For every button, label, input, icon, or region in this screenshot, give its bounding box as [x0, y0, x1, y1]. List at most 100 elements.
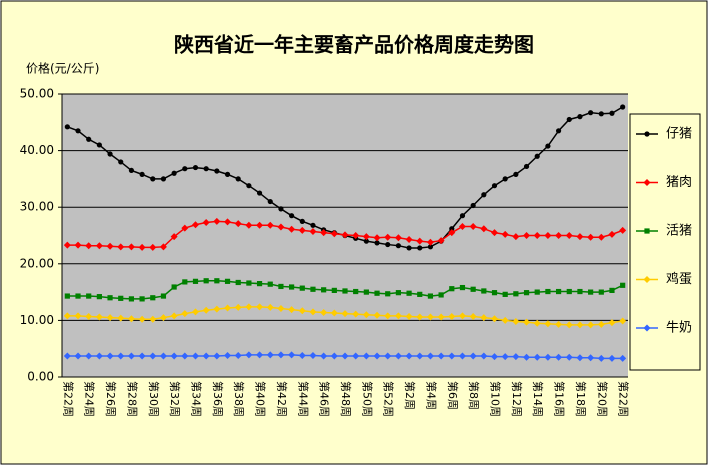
marker: [246, 280, 252, 286]
marker: [619, 226, 627, 234]
marker: [299, 285, 305, 291]
marker: [352, 232, 360, 239]
marker: [469, 352, 477, 360]
marker: [149, 243, 157, 251]
marker: [555, 128, 562, 134]
marker: [458, 222, 466, 230]
legend-label: 鸡蛋: [666, 271, 692, 287]
marker: [341, 310, 349, 318]
x-tick-label: 第30周: [147, 381, 161, 417]
marker: [352, 352, 360, 360]
marker: [256, 190, 263, 196]
marker: [170, 352, 178, 360]
chart-title: 陕西省近一年主要畜产品价格周度走势图: [174, 33, 534, 57]
y-tick-label: 0.00: [27, 370, 54, 384]
marker: [224, 171, 231, 177]
x-tick-label: 第2周: [403, 381, 417, 410]
marker: [289, 213, 295, 219]
marker: [224, 304, 232, 312]
marker: [86, 136, 92, 142]
marker: [138, 243, 146, 251]
marker: [512, 233, 520, 241]
marker: [588, 110, 594, 116]
marker: [138, 352, 146, 360]
legend-label: 活猪: [666, 224, 692, 239]
marker: [266, 351, 274, 359]
marker: [149, 315, 157, 323]
marker: [608, 319, 616, 327]
marker: [139, 171, 145, 177]
marker: [289, 284, 295, 290]
marker: [171, 284, 177, 290]
marker: [469, 222, 477, 230]
x-tick-label: 第16周: [553, 381, 567, 417]
marker: [502, 291, 508, 297]
marker: [309, 308, 317, 316]
marker: [426, 313, 434, 321]
marker: [245, 303, 253, 311]
marker: [384, 352, 392, 360]
marker: [96, 142, 102, 148]
y-tick-label: 50.00: [20, 87, 54, 101]
marker: [266, 303, 274, 311]
marker: [117, 243, 125, 251]
marker: [160, 176, 167, 182]
marker: [598, 111, 604, 117]
marker: [288, 306, 296, 314]
marker: [288, 351, 296, 359]
marker: [171, 170, 177, 176]
marker: [106, 242, 114, 250]
marker: [513, 291, 519, 297]
x-tick-label: 第44周: [296, 381, 310, 417]
marker: [245, 221, 253, 229]
marker: [86, 293, 92, 299]
marker: [74, 241, 82, 249]
marker: [394, 234, 402, 242]
x-tick-label: 第34周: [189, 381, 203, 417]
marker: [448, 312, 456, 320]
marker: [449, 226, 455, 232]
legend-label: 仔猪: [666, 127, 692, 142]
marker: [491, 315, 499, 323]
marker: [246, 183, 252, 189]
marker: [576, 354, 584, 362]
marker: [63, 312, 71, 320]
marker: [309, 351, 317, 359]
marker: [576, 233, 584, 241]
marker: [85, 312, 93, 320]
marker: [64, 124, 70, 130]
marker: [427, 244, 434, 250]
marker: [106, 314, 114, 322]
marker: [235, 176, 241, 182]
marker: [533, 319, 541, 327]
marker: [469, 312, 477, 320]
marker: [213, 352, 221, 360]
y-tick-label: 30.00: [20, 200, 54, 214]
marker: [374, 240, 380, 246]
marker: [75, 128, 81, 134]
marker: [224, 278, 231, 284]
marker: [384, 233, 392, 241]
marker: [470, 286, 476, 292]
x-tick-label: 第22周: [617, 381, 631, 417]
marker: [608, 230, 616, 238]
x-tick-label: 第10周: [489, 381, 503, 417]
marker: [192, 278, 199, 284]
marker: [416, 237, 424, 245]
marker: [256, 351, 264, 359]
marker: [384, 312, 392, 320]
marker: [181, 352, 189, 360]
marker: [576, 321, 584, 329]
marker: [192, 164, 199, 171]
x-tick-label: 第40周: [254, 381, 268, 417]
marker: [353, 288, 359, 295]
marker: [138, 315, 146, 323]
marker: [555, 232, 563, 239]
marker: [481, 192, 487, 198]
marker: [127, 243, 135, 251]
marker: [320, 308, 328, 316]
marker: [405, 235, 413, 243]
marker: [373, 352, 381, 360]
marker: [75, 293, 81, 299]
